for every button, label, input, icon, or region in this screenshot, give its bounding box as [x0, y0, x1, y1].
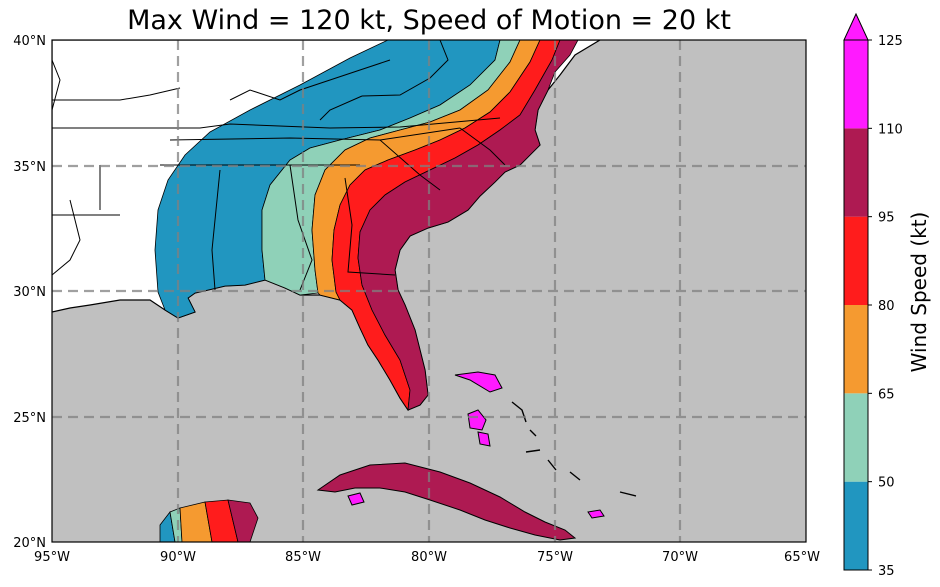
- lon-tick-label: 85°W: [285, 550, 321, 565]
- swath-band-95-110: [357, 40, 579, 411]
- colorbar-segment: [844, 40, 868, 129]
- colorbar-segment: [844, 128, 868, 217]
- gridlines: [52, 40, 806, 542]
- bahamas-island: [454, 371, 503, 393]
- colorbar-tick-label: 95: [878, 211, 895, 226]
- bahamas-island: [347, 492, 365, 506]
- bahamas-island: [477, 431, 491, 447]
- colorbar-segment: [844, 305, 868, 394]
- yucatan-swath-65-80: [179, 501, 213, 542]
- colorbar-segments: [844, 40, 868, 570]
- lon-tick-label: 80°W: [411, 550, 447, 565]
- lat-tick-label: 30°N: [13, 285, 46, 300]
- longitude-tick-labels: 95°W 90°W 85°W 80°W 75°W 70°W 65°W: [34, 550, 820, 565]
- colorbar-tick-label: 65: [878, 387, 895, 402]
- lat-tick-label: 20°N: [13, 536, 46, 551]
- colorbar-segment: [844, 481, 868, 570]
- yucatan-swath-50-65: [169, 507, 183, 542]
- lon-tick-label: 75°W: [537, 550, 573, 565]
- colorbar-segment: [844, 393, 868, 482]
- yucatan-swath-80-95: [204, 499, 239, 542]
- map-frame: [51, 39, 807, 543]
- cuba-island: [316, 462, 577, 541]
- colorbar-extend-arrow: [843, 12, 869, 41]
- colorbar-tick-label: 110: [878, 122, 903, 137]
- lon-tick-label: 95°W: [34, 550, 70, 565]
- colorbar-tick-label: 35: [878, 564, 895, 579]
- colorbar-tick-label: 80: [878, 299, 895, 314]
- lon-tick-label: 90°W: [160, 550, 196, 565]
- bahamas-island: [511, 401, 637, 497]
- colorbar-tick-label: 50: [878, 476, 895, 491]
- colorbar-label: Wind Speed (kt): [907, 212, 931, 373]
- lon-tick-label: 65°W: [784, 550, 820, 565]
- yucatan-swath-95-110: [227, 499, 259, 542]
- colorbar-ticks: 35 50 65 80 95 110 125: [868, 34, 903, 579]
- colorbar-segment: [844, 216, 868, 305]
- lat-tick-label: 35°N: [13, 160, 46, 175]
- map-title: Max Wind = 120 kt, Speed of Motion = 20 …: [127, 5, 731, 36]
- bahamas-island: [467, 409, 487, 431]
- lat-tick-label: 40°N: [13, 34, 46, 49]
- bahamas-island: [587, 509, 605, 519]
- lon-tick-label: 70°W: [662, 550, 698, 565]
- state-borders: [52, 40, 506, 291]
- colorbar-tick-label: 125: [878, 34, 903, 49]
- lat-tick-label: 25°N: [13, 411, 46, 426]
- latitude-tick-labels: 40°N 35°N 30°N 25°N 20°N: [13, 34, 46, 551]
